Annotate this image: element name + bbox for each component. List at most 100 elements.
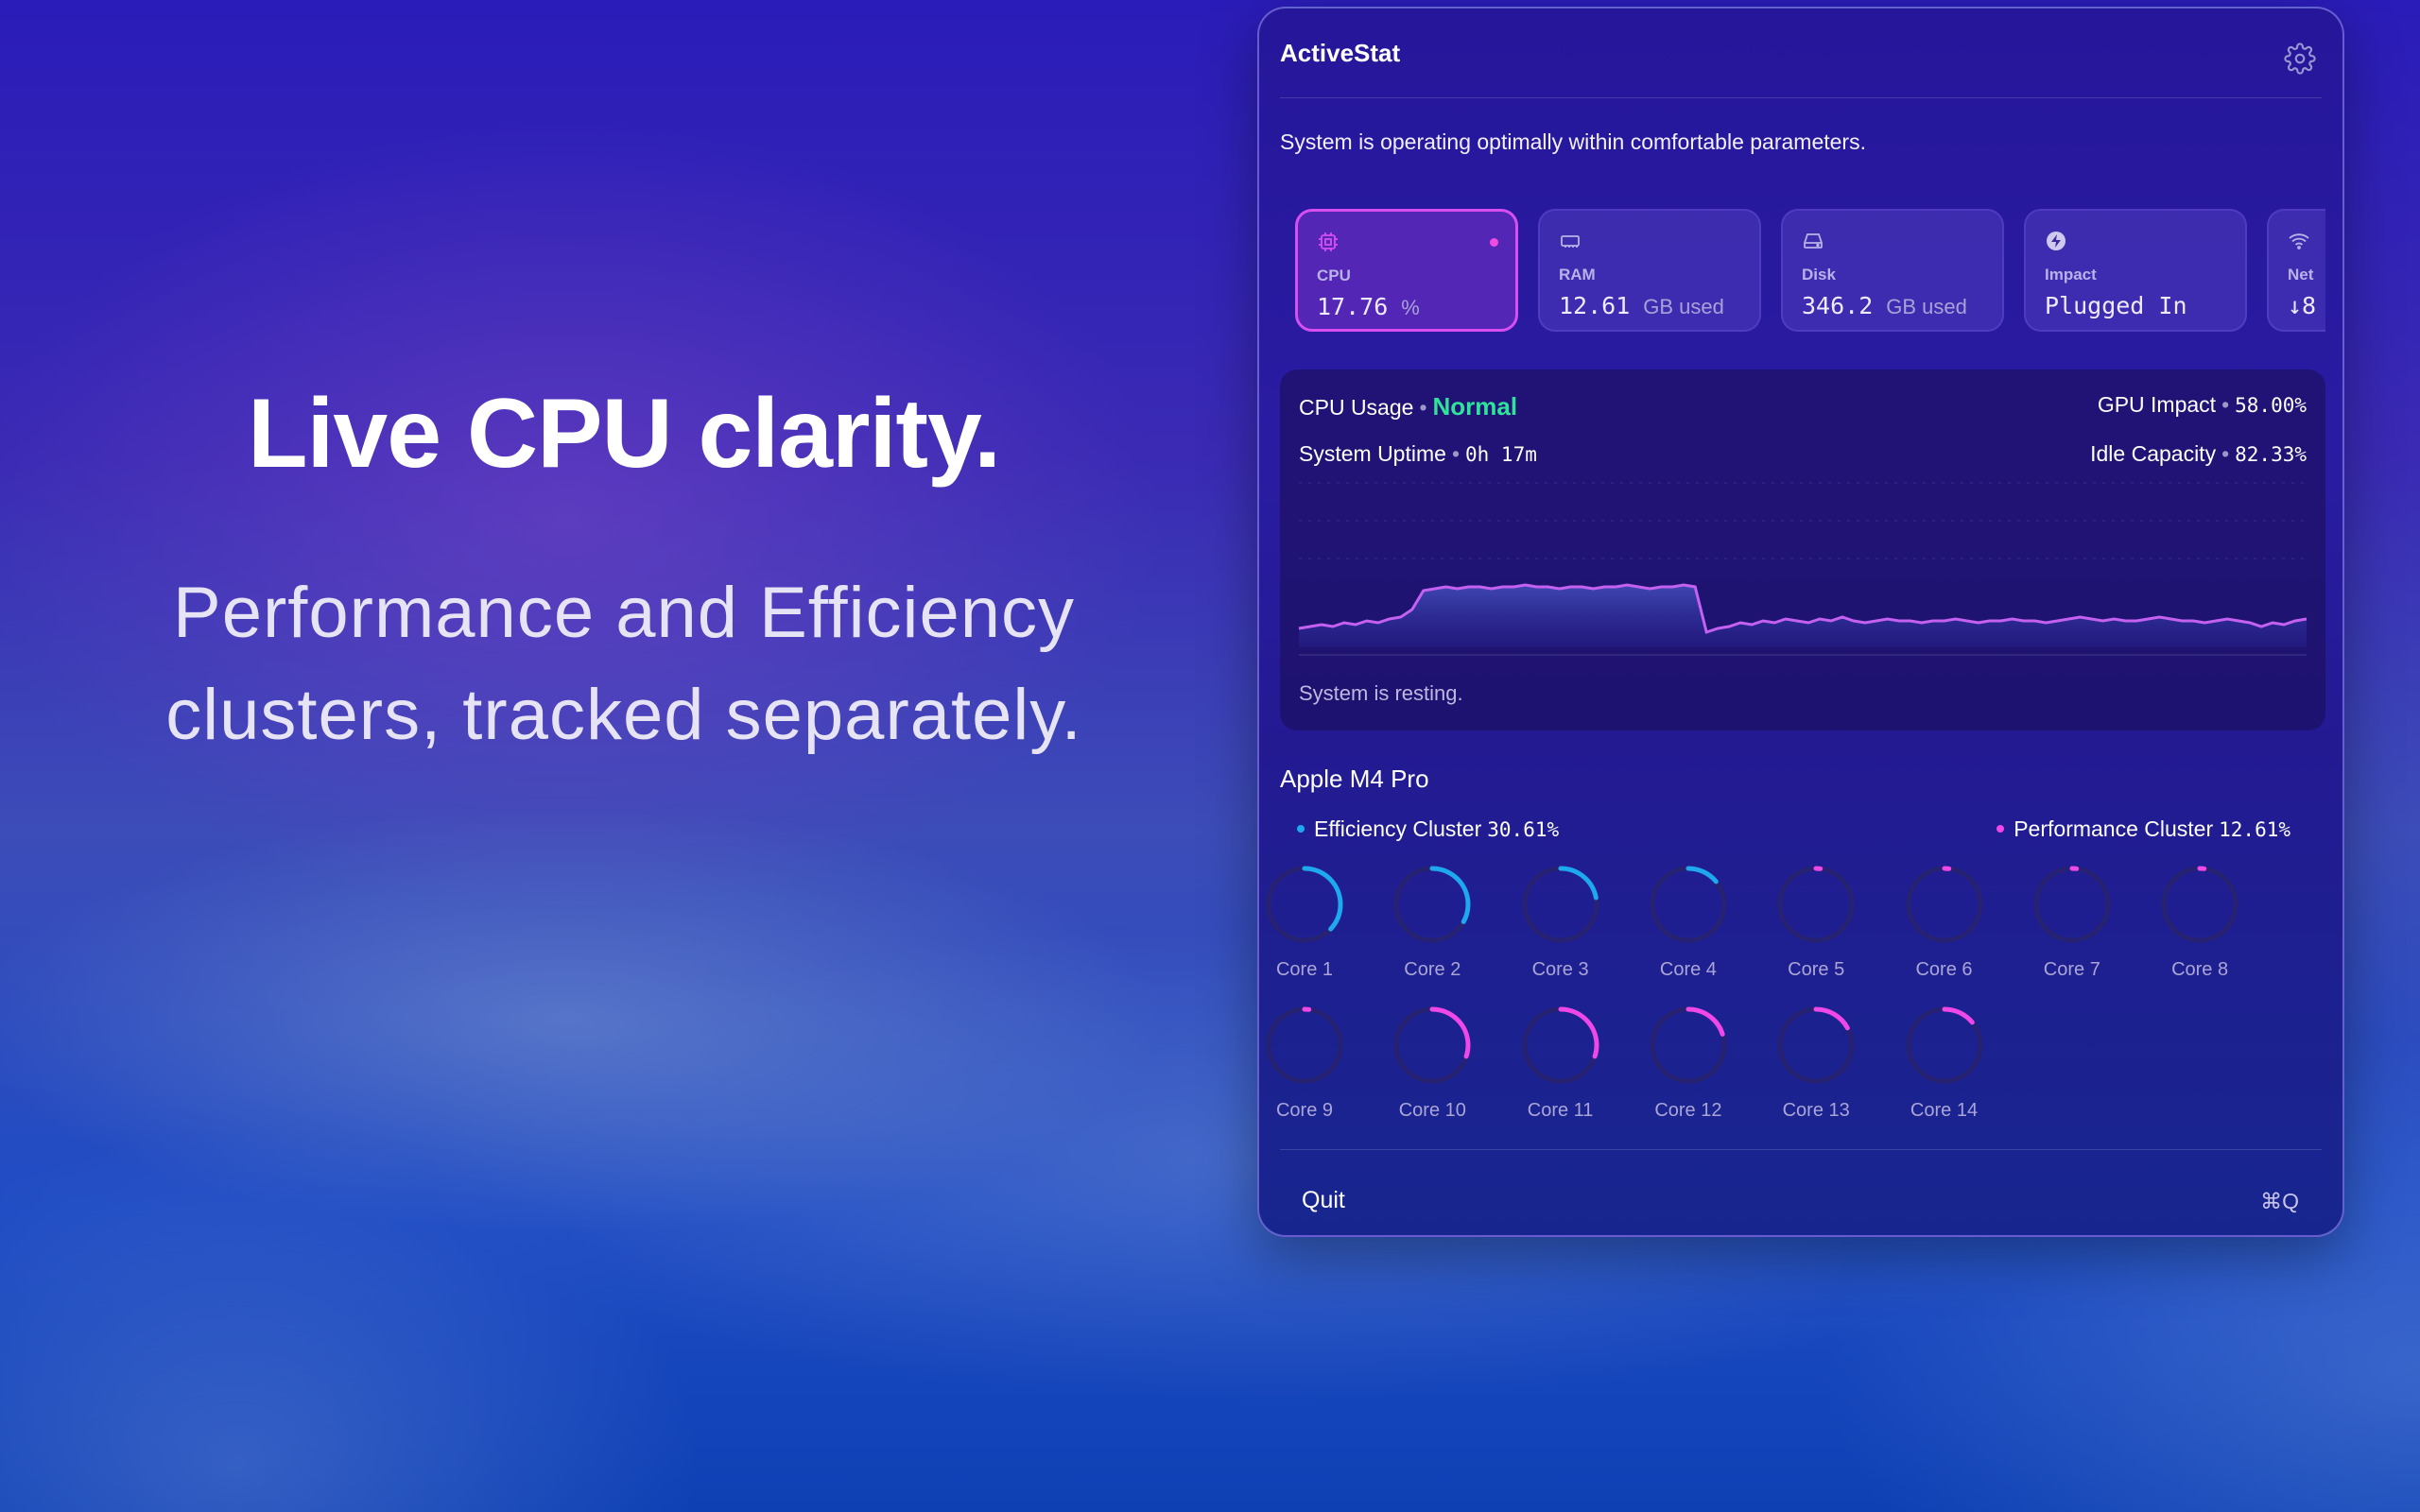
tile-label: Impact bbox=[2045, 266, 2097, 284]
core-gauge: Core 2 bbox=[1385, 865, 1479, 988]
core-label: Core 7 bbox=[2043, 959, 2100, 980]
idle-capacity-label: Idle Capacity bbox=[2090, 441, 2217, 466]
uptime-label: System Uptime bbox=[1299, 441, 1446, 466]
idle-capacity-value: 82.33% bbox=[2235, 443, 2307, 466]
core-label: Core 8 bbox=[2171, 959, 2229, 980]
core-ring-load bbox=[1266, 866, 1343, 943]
core-gauge: Core 9 bbox=[1257, 1005, 1352, 1128]
efficiency-dot bbox=[1297, 824, 1305, 833]
efficiency-cluster-summary: Efficiency Cluster 30.61% bbox=[1297, 816, 1559, 842]
core-label: Core 1 bbox=[1275, 959, 1334, 980]
performance-dot bbox=[1996, 824, 2005, 833]
core-ring-load bbox=[1906, 866, 1982, 943]
tile-cpu[interactable]: CPU 17.76% bbox=[1295, 209, 1518, 332]
cpu-usage-row: CPU Usage • Normal bbox=[1299, 392, 1518, 421]
core-ring bbox=[1522, 866, 1599, 943]
tile-label: CPU bbox=[1317, 266, 1351, 284]
core-ring-load bbox=[1393, 1006, 1471, 1084]
gpu-impact-label: GPU Impact bbox=[2097, 392, 2217, 417]
core-ring bbox=[2161, 866, 2238, 943]
core-ring bbox=[1522, 1006, 1599, 1084]
core-ring bbox=[1650, 1006, 1727, 1084]
core-ring-load bbox=[2161, 866, 2238, 943]
tile-value: 17.76% bbox=[1317, 293, 1420, 320]
core-ring-track bbox=[2161, 866, 2238, 943]
gear-icon[interactable] bbox=[2284, 43, 2316, 75]
tile-value: 346.2 GB used bbox=[1802, 292, 1967, 319]
sparkline-area bbox=[1299, 585, 2307, 647]
efficiency-cluster-value: 30.61% bbox=[1487, 818, 1560, 841]
core-label: Core 14 bbox=[1910, 1100, 1979, 1121]
efficiency-cluster-label: Efficiency Cluster bbox=[1314, 816, 1482, 841]
core-ring bbox=[2033, 866, 2111, 943]
graph-status-text: System is resting. bbox=[1299, 681, 1463, 705]
core-ring bbox=[1393, 866, 1471, 943]
cpu-history-sparkline bbox=[1298, 482, 2308, 656]
hero-subtitle-line-1: Performance and Efficiency bbox=[173, 573, 1075, 653]
chip-name: Apple M4 Pro bbox=[1280, 765, 1429, 793]
hero-subtitle: Performance and Efficiency clusters, tra… bbox=[95, 562, 1153, 766]
core-ring bbox=[1393, 1006, 1471, 1084]
quit-shortcut: ⌘Q bbox=[2260, 1189, 2299, 1213]
core-gauge: Core 14 bbox=[1897, 1005, 1992, 1128]
uptime-row: System Uptime • 0h 17m bbox=[1299, 441, 1537, 466]
core-ring-load bbox=[1266, 1006, 1343, 1084]
tile-unit: GB used bbox=[1886, 295, 1967, 318]
core-label: Core 10 bbox=[1398, 1100, 1466, 1121]
core-ring bbox=[1906, 1006, 1982, 1084]
app-title: ActiveStat bbox=[1280, 39, 1401, 67]
tile-value: ↓8 bbox=[2288, 292, 2317, 319]
core-ring-track bbox=[1906, 866, 1982, 943]
tile-value: 12.61 GB used bbox=[1559, 292, 1724, 319]
tile-label: Net bbox=[2288, 266, 2314, 284]
core-label: Core 12 bbox=[1654, 1100, 1722, 1121]
uptime-value: 0h 17m bbox=[1465, 443, 1537, 466]
header-divider bbox=[1280, 97, 2322, 98]
cpu-usage-label: CPU Usage bbox=[1299, 395, 1414, 420]
core-ring-load bbox=[1777, 1006, 1855, 1084]
core-gauge: Core 3 bbox=[1513, 865, 1608, 988]
core-gauge: Core 4 bbox=[1641, 865, 1736, 988]
core-gauge: Core 7 bbox=[2025, 865, 2119, 988]
core-ring-load bbox=[1650, 866, 1727, 943]
core-gauge: Core 13 bbox=[1769, 1005, 1863, 1128]
core-gauge: Core 11 bbox=[1513, 1005, 1608, 1128]
core-ring-track bbox=[1266, 1006, 1343, 1084]
core-ring-track bbox=[2033, 866, 2111, 943]
core-ring-load bbox=[1522, 1006, 1599, 1084]
cpu-chip-icon bbox=[1319, 232, 1338, 251]
tile-network[interactable]: Net ↓8 bbox=[2267, 209, 2325, 332]
activestat-panel: ActiveStat System is operating optimally… bbox=[1257, 7, 2344, 1237]
core-label: Core 4 bbox=[1659, 959, 1717, 980]
core-ring bbox=[1266, 1006, 1343, 1084]
performance-cluster-value: 12.61% bbox=[2219, 818, 2290, 841]
system-status: System is operating optimally within com… bbox=[1280, 129, 1866, 154]
tile-value: Plugged In bbox=[2045, 292, 2187, 319]
sparkline-line bbox=[1298, 583, 2308, 634]
tile-ram[interactable]: RAM 12.61 GB used bbox=[1538, 209, 1761, 332]
core-gauge: Core 8 bbox=[2152, 865, 2247, 988]
core-label: Core 11 bbox=[1527, 1100, 1594, 1121]
footer-divider bbox=[1280, 1149, 2322, 1150]
core-ring-load bbox=[2033, 866, 2111, 943]
metric-tiles: CPU 17.76% RAM 12.61 GB used Disk 346.2 GB… bbox=[1295, 202, 2325, 335]
core-ring-track bbox=[1777, 866, 1855, 943]
core-ring bbox=[1777, 1006, 1855, 1084]
tile-disk[interactable]: Disk 346.2 GB used bbox=[1781, 209, 2004, 332]
idle-capacity-row: Idle Capacity • 82.33% bbox=[2090, 441, 2307, 466]
core-gauge: Core 6 bbox=[1897, 865, 1992, 988]
tile-impact[interactable]: Impact Plugged In bbox=[2024, 209, 2247, 332]
core-ring bbox=[1266, 866, 1343, 943]
tile-label: RAM bbox=[1559, 266, 1596, 284]
performance-cluster-label: Performance Cluster bbox=[2014, 816, 2214, 841]
core-label: Core 3 bbox=[1531, 959, 1589, 980]
core-ring-load bbox=[1906, 1006, 1982, 1084]
tile-label: Disk bbox=[1802, 266, 1836, 284]
quit-button[interactable]: Quit bbox=[1302, 1187, 1345, 1213]
wifi-icon bbox=[2289, 233, 2309, 249]
memory-icon bbox=[1561, 235, 1580, 248]
tile-unit: % bbox=[1401, 296, 1420, 319]
core-ring-load bbox=[1393, 866, 1471, 943]
tile-unit: GB used bbox=[1643, 295, 1724, 318]
core-ring bbox=[1650, 866, 1727, 943]
